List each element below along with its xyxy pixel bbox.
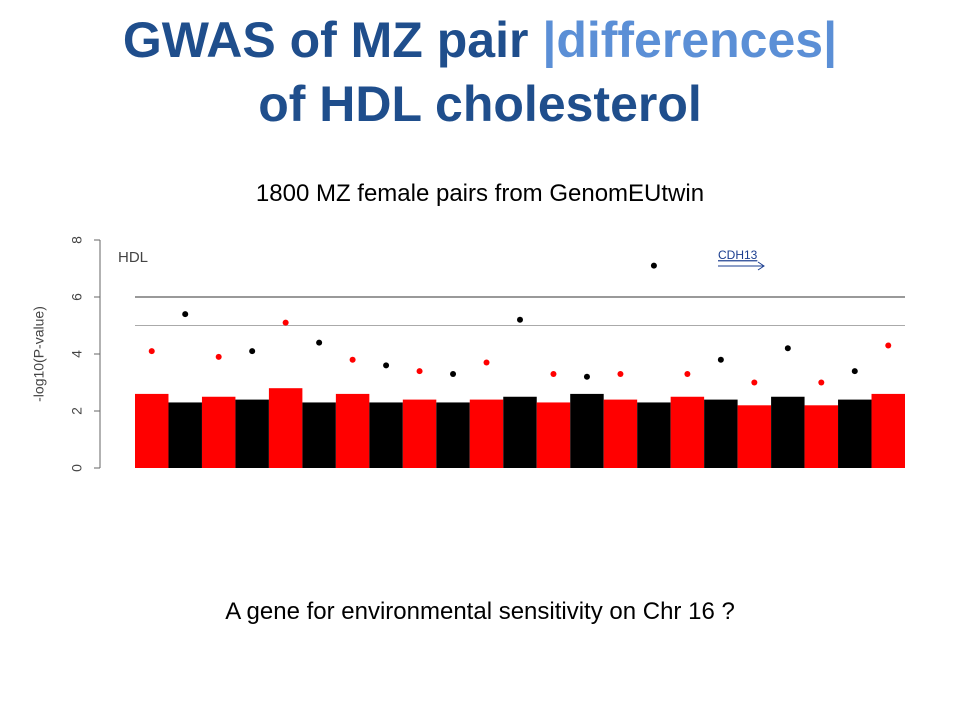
peak-point: [316, 339, 323, 346]
chromosome-block: [436, 402, 470, 468]
peak-point: [784, 345, 791, 352]
chromosome-block: [503, 396, 537, 468]
chromosome-block: [536, 402, 571, 468]
chromosome-block: [704, 399, 738, 468]
peak-point: [751, 379, 758, 386]
peak-point: [349, 356, 356, 363]
peak-point: [249, 348, 256, 355]
title-part: of HDL cholesterol: [258, 76, 702, 132]
peak-point: [550, 370, 557, 377]
chromosome-block: [838, 399, 872, 468]
title-part: GWAS of MZ pair: [122, 12, 543, 68]
peak-point: [717, 356, 724, 363]
peak-point: [182, 311, 189, 318]
chromosome-block: [637, 402, 671, 468]
y-tick-label: 6: [69, 293, 85, 301]
y-axis-label: -log10(P-value): [31, 306, 47, 402]
chromosome-block: [135, 393, 169, 468]
caption: A gene for environmental sensitivity on …: [225, 598, 735, 625]
title-highlight: |differences|: [542, 12, 838, 68]
peak-point: [383, 362, 390, 369]
peak-point: [583, 373, 590, 380]
chromosome-block: [302, 402, 336, 468]
peak-point: [416, 368, 423, 375]
peak-point: [483, 359, 490, 366]
peak-point: [148, 348, 155, 355]
chromosome-block: [737, 405, 772, 468]
chromosome-block: [201, 396, 236, 468]
chromosome-block: [369, 402, 403, 468]
peak-point: [617, 370, 624, 377]
peak-point: [450, 370, 457, 377]
chromosome-block: [235, 399, 269, 468]
peak-point: [885, 342, 892, 349]
peak-point: [282, 319, 289, 326]
y-tick-label: 2: [69, 407, 85, 415]
chromosome-block: [168, 402, 202, 468]
title-line: of HDL cholesterol: [0, 72, 960, 136]
chromosome-block: [335, 393, 370, 468]
peak-point: [215, 353, 222, 360]
peak-point: [650, 262, 657, 269]
chromosome-block: [469, 399, 504, 468]
annotation: HDL: [118, 249, 148, 266]
title-line: GWAS of MZ pair |differences|: [0, 8, 960, 72]
peak-point: [684, 370, 691, 377]
y-tick-label: 8: [69, 236, 85, 244]
chromosome-block: [871, 393, 905, 468]
chromosome-block: [804, 405, 839, 468]
chromosome-block: [402, 399, 437, 468]
peak-point: [517, 316, 523, 323]
chromosome-block: [603, 399, 638, 468]
y-tick-label: 0: [69, 464, 85, 472]
peak-point: [818, 379, 825, 386]
y-tick-label: 4: [69, 350, 85, 358]
chromosome-block: [268, 388, 303, 468]
chromosome-block: [771, 396, 805, 468]
annotation: CDH13: [718, 248, 758, 262]
peak-point: [851, 368, 858, 375]
chromosome-block: [570, 393, 604, 468]
annotation-arrowhead: [757, 261, 765, 271]
slide-title: GWAS of MZ pair |differences| of HDL cho…: [0, 8, 960, 136]
subtitle: 1800 MZ female pairs from GenomEUtwin: [255, 180, 705, 207]
chromosome-block: [670, 396, 705, 468]
